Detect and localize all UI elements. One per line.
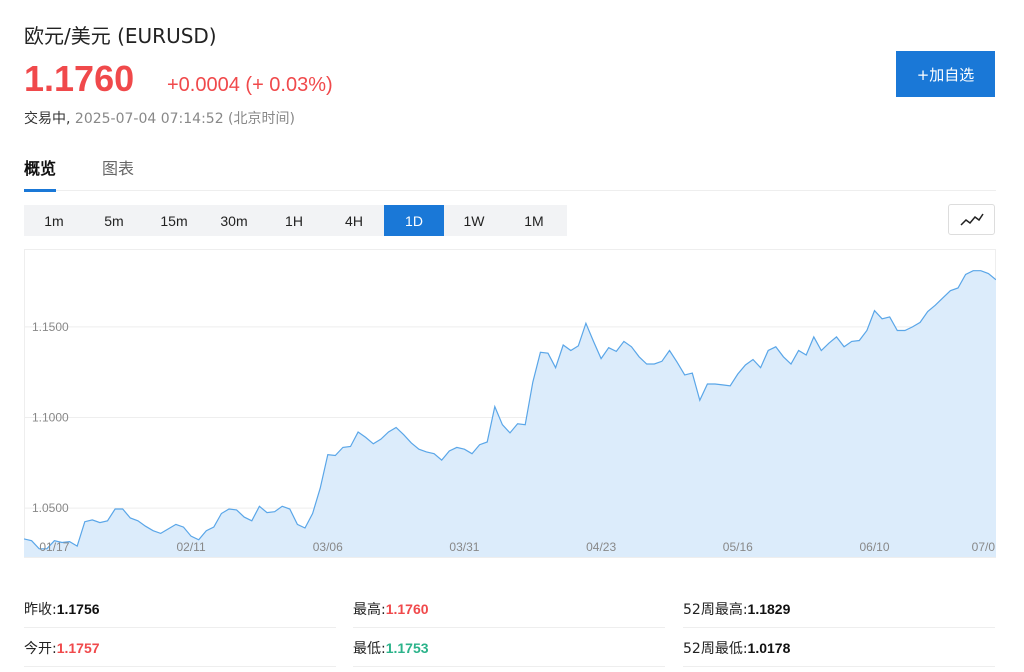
stat-label: 今开: [24, 640, 57, 657]
stat-label: 52周最高: [683, 601, 748, 618]
y-tick-label: 1.1500 [32, 320, 69, 334]
instrument-title: 欧元/美元 (EURUSD) [24, 24, 217, 48]
stat-value: 1.1829 [747, 600, 791, 617]
stat-open: 今开: 1.1757 [24, 629, 336, 667]
stat-value: 1.1757 [56, 639, 100, 656]
stat-52w-high: 52周最高: 1.1829 [683, 590, 995, 628]
stat-value: 1.1756 [56, 600, 100, 617]
y-tick-label: 1.0500 [32, 501, 69, 515]
x-tick-label: 03/06 [313, 540, 343, 554]
stat-label: 最低: [353, 640, 386, 657]
timeframe-1mo[interactable]: 1M [524, 212, 544, 229]
tab-bar: 概览 图表 [24, 155, 996, 192]
x-tick-label: 01/17 [39, 540, 69, 554]
timeframe-5m[interactable]: 5m [104, 212, 124, 229]
timeframe-1w[interactable]: 1W [463, 212, 485, 229]
timeframe-30m[interactable]: 30m [220, 212, 248, 229]
timeframe-selector: 1m 5m 15m 30m 1H 4H 1D 1W 1M [24, 205, 567, 236]
add-to-watchlist-button[interactable]: +加自选 [896, 51, 995, 97]
line-chart-icon [959, 213, 984, 226]
stat-52w-low: 52周最低: 1.0178 [683, 629, 995, 667]
trading-status-text: 交易中, [24, 111, 71, 127]
x-tick-label: 03/31 [449, 540, 479, 554]
price-area-chart: 1.0500 1.1000 1.1500 01/17 02/11 03/06 03/31 04… [24, 249, 996, 558]
tab-chart[interactable]: 图表 [102, 159, 135, 178]
x-tick-label: 02/11 [176, 540, 205, 554]
timeframe-15m[interactable]: 15m [160, 212, 188, 229]
y-tick-label: 1.1000 [32, 410, 69, 424]
stat-value: 1.0178 [747, 639, 791, 656]
price-change: +0.0004 (+ 0.03%) [167, 74, 333, 96]
stat-high: 最高: 1.1760 [353, 590, 665, 628]
timeframe-1d[interactable]: 1D [384, 205, 444, 236]
market-status: 交易中, 2025-07-04 07:14:52 (北京时间) [24, 108, 295, 128]
quote-timestamp: 2025-07-04 07:14:52 (北京时间) [74, 111, 295, 127]
stat-label: 最高: [353, 601, 386, 618]
tab-overview[interactable]: 概览 [24, 155, 57, 192]
price-area-fill [24, 270, 996, 557]
stat-low: 最低: 1.1753 [353, 629, 665, 667]
x-tick-label: 05/16 [723, 540, 753, 554]
stat-label: 昨收: [24, 601, 57, 618]
timeframe-1m[interactable]: 1m [44, 212, 64, 229]
stat-value: 1.1760 [385, 600, 429, 617]
stat-label: 52周最低: [683, 640, 748, 657]
stat-value: 1.1753 [385, 639, 429, 656]
timeframe-1h[interactable]: 1H [285, 212, 303, 229]
timeframe-4h[interactable]: 4H [345, 212, 363, 229]
chart-type-button[interactable] [948, 204, 995, 235]
price-line [24, 270, 996, 550]
x-tick-label: 07/0 [972, 540, 996, 554]
stat-prev-close: 昨收: 1.1756 [24, 590, 336, 628]
x-tick-label: 06/10 [859, 540, 889, 554]
current-price: 1.1760 [24, 58, 135, 99]
x-tick-label: 04/23 [586, 540, 616, 554]
